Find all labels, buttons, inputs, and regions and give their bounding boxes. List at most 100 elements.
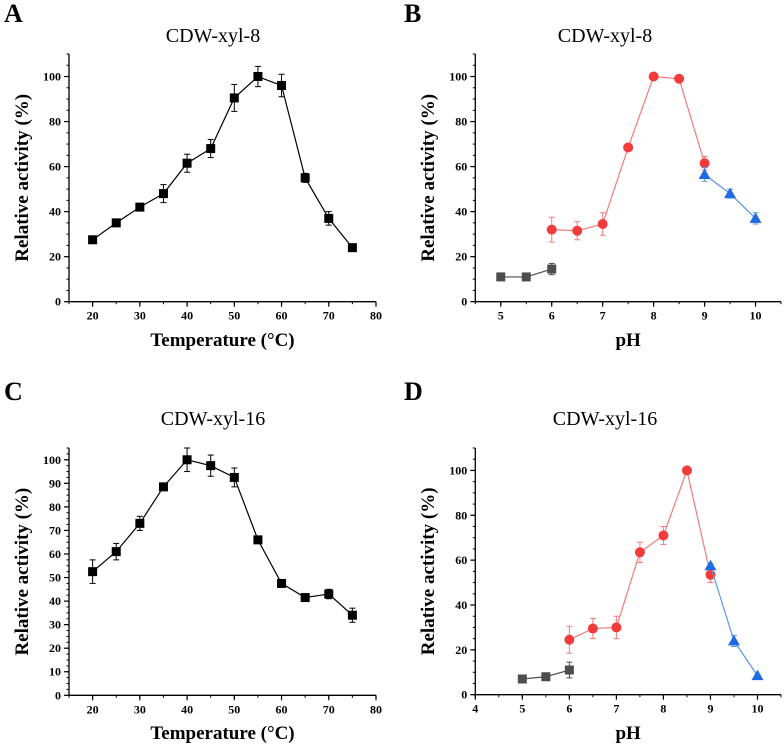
data-point-square bbox=[300, 173, 310, 183]
data-point-square bbox=[277, 578, 287, 588]
y-tick-label: 70 bbox=[49, 523, 61, 537]
series-red bbox=[564, 465, 716, 654]
series-blue bbox=[704, 559, 764, 681]
data-point-triangle bbox=[727, 634, 740, 646]
data-point-square bbox=[158, 189, 168, 199]
data-point-square bbox=[229, 93, 239, 103]
y-tick-label: 50 bbox=[49, 571, 61, 585]
x-tick-label: 8 bbox=[660, 702, 666, 716]
series-line bbox=[92, 459, 353, 616]
data-point-circle bbox=[597, 219, 608, 230]
data-point-square bbox=[496, 272, 506, 282]
x-tick-label: 30 bbox=[134, 702, 146, 716]
data-point-square bbox=[517, 674, 527, 684]
x-tick-label: 4 bbox=[472, 702, 478, 716]
y-tick-label: 80 bbox=[49, 115, 61, 129]
y-tick-label: 80 bbox=[455, 508, 467, 522]
data-point-circle bbox=[681, 465, 692, 476]
series-line bbox=[709, 565, 758, 676]
y-tick-label: 100 bbox=[449, 70, 467, 84]
y-tick-label: 80 bbox=[49, 500, 61, 514]
y-axis-label: Relative activity (%) bbox=[12, 94, 33, 262]
y-tick-label: 20 bbox=[49, 250, 61, 264]
x-tick-label: 6 bbox=[566, 702, 572, 716]
series-line bbox=[551, 75, 706, 232]
x-tick-label: 30 bbox=[134, 309, 146, 323]
data-point-triangle bbox=[704, 559, 717, 571]
x-axis-label: pH bbox=[615, 330, 641, 351]
y-tick-label: 60 bbox=[49, 160, 61, 174]
panel-a: A CDW-xyl-8 Temperature (°C) Relative activ… bbox=[4, 0, 382, 351]
data-point-circle bbox=[674, 73, 685, 84]
data-point-circle bbox=[564, 634, 575, 645]
data-point-square bbox=[564, 665, 574, 675]
data-point-square bbox=[541, 672, 551, 682]
data-point-circle bbox=[587, 623, 598, 634]
data-point-square bbox=[182, 158, 192, 168]
y-tick-label: 0 bbox=[461, 688, 467, 702]
data-point-square bbox=[521, 272, 531, 282]
y-tick-label: 0 bbox=[461, 295, 467, 309]
data-point-circle bbox=[658, 530, 669, 541]
y-tick-label: 80 bbox=[455, 115, 467, 129]
data-point-square bbox=[111, 547, 121, 557]
data-point-square bbox=[324, 213, 334, 223]
series-gray bbox=[517, 661, 574, 684]
data-point-circle bbox=[634, 547, 645, 558]
series-black bbox=[88, 65, 357, 253]
chart-title: CDW-xyl-8 bbox=[558, 25, 652, 47]
x-tick-label: 5 bbox=[498, 309, 504, 323]
y-tick-label: 0 bbox=[55, 688, 61, 702]
series-line bbox=[92, 75, 353, 249]
data-point-square bbox=[111, 218, 121, 228]
y-tick-label: 20 bbox=[455, 250, 467, 264]
series-black bbox=[88, 447, 357, 623]
y-tick-label: 40 bbox=[455, 598, 467, 612]
x-axis-label: Temperature (°C) bbox=[150, 723, 294, 744]
x-tick-label: 80 bbox=[370, 702, 382, 716]
data-point-square bbox=[229, 472, 239, 482]
x-tick-label: 6 bbox=[549, 309, 555, 323]
y-tick-label: 60 bbox=[49, 547, 61, 561]
data-point-square bbox=[253, 535, 263, 545]
y-tick-label: 20 bbox=[455, 643, 467, 657]
chart-title: CDW-xyl-8 bbox=[166, 25, 260, 47]
panel-letter: D bbox=[404, 377, 423, 406]
x-tick-label: 70 bbox=[323, 702, 335, 716]
y-tick-label: 0 bbox=[55, 295, 61, 309]
data-point-circle bbox=[623, 142, 634, 153]
data-point-square bbox=[135, 202, 145, 212]
data-point-triangle bbox=[749, 212, 762, 223]
panel-d: D CDW-xyl-16 pH Relative activity (%) 4 5 6 7 8 9… bbox=[404, 377, 782, 744]
x-tick-label: 20 bbox=[87, 309, 99, 323]
x-tick-label: 9 bbox=[707, 702, 713, 716]
data-point-square bbox=[253, 72, 263, 82]
data-point-square bbox=[135, 518, 145, 528]
y-tick-label: 20 bbox=[49, 641, 61, 655]
data-point-square bbox=[88, 567, 98, 577]
panel-letter: A bbox=[4, 0, 23, 28]
x-tick-label: 60 bbox=[276, 702, 288, 716]
panel-c: C CDW-xyl-16 Temperature (°C) Relative acti… bbox=[4, 377, 382, 744]
x-tick-label: 9 bbox=[702, 309, 708, 323]
x-tick-label: 10 bbox=[750, 309, 762, 323]
chart-title: CDW-xyl-16 bbox=[161, 408, 265, 430]
y-tick-label: 40 bbox=[49, 594, 61, 608]
data-point-square bbox=[206, 144, 216, 154]
y-tick-label: 60 bbox=[455, 553, 467, 567]
y-tick-label: 30 bbox=[49, 618, 61, 632]
data-point-circle bbox=[648, 71, 659, 82]
x-tick-label: 50 bbox=[228, 702, 240, 716]
y-tick-label: 60 bbox=[455, 160, 467, 174]
y-tick-label: 40 bbox=[455, 205, 467, 219]
data-point-circle bbox=[611, 622, 622, 633]
panel-b: B CDW-xyl-8 pH Relative activity (%) 5 6 7 8 9 10… bbox=[404, 0, 782, 351]
x-tick-label: 20 bbox=[87, 702, 99, 716]
series-gray bbox=[496, 262, 557, 282]
data-point-circle bbox=[572, 225, 583, 236]
y-tick-label: 100 bbox=[449, 463, 467, 477]
x-tick-label: 7 bbox=[600, 309, 606, 323]
data-point-square bbox=[547, 264, 557, 274]
y-tick-label: 40 bbox=[49, 205, 61, 219]
